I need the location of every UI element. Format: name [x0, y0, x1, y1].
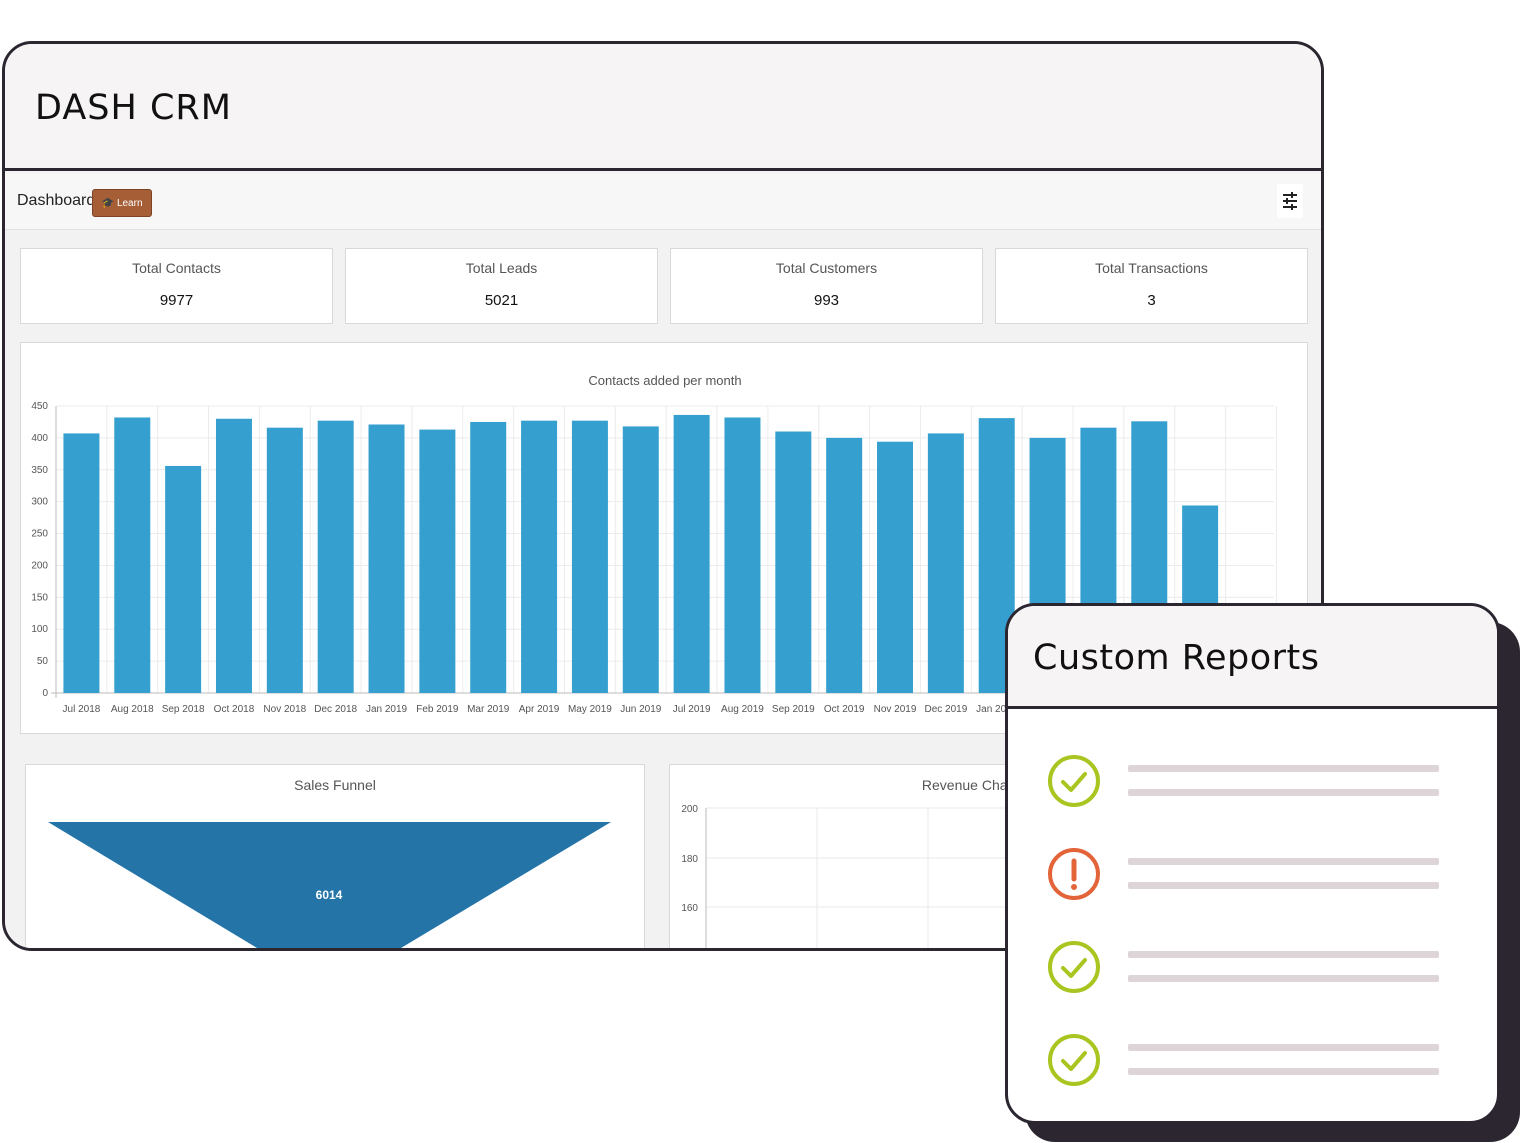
funnel-title: Sales Funnel — [294, 777, 376, 793]
report-item — [1046, 1032, 1466, 1092]
bar — [419, 429, 456, 693]
report-line — [1128, 789, 1439, 796]
bar — [724, 417, 761, 693]
report-line — [1128, 951, 1439, 958]
y-tick-label: 400 — [31, 433, 48, 444]
x-tick-label: Oct 2018 — [214, 704, 255, 715]
x-tick-label: Aug 2019 — [721, 704, 764, 715]
reports-header: Custom Reports — [1008, 606, 1497, 709]
stat-value: 9977 — [159, 292, 194, 309]
x-tick-label: Nov 2019 — [874, 704, 917, 715]
report-line — [1128, 1044, 1439, 1051]
settings-button[interactable] — [1277, 184, 1303, 218]
stat-card-customers: Total Customers 993 — [670, 248, 983, 324]
stat-card-contacts: Total Contacts 9977 — [20, 248, 333, 324]
x-tick-label: Jan 2020 — [976, 704, 1018, 715]
stat-label: Total Transactions — [1095, 260, 1208, 276]
sliders-icon — [1283, 192, 1297, 210]
check-circle-icon — [1048, 1034, 1100, 1086]
check-circle-icon — [1048, 941, 1100, 993]
x-tick-label: Apr 2019 — [519, 704, 560, 715]
bar — [215, 418, 252, 693]
y-tick-label: 200 — [31, 560, 48, 571]
y-tick-label: 300 — [31, 497, 48, 508]
x-tick-label: Aug 2018 — [111, 704, 154, 715]
x-tick-label: Feb 2019 — [416, 704, 459, 715]
stat-value: 3 — [1147, 292, 1156, 309]
bar — [571, 420, 608, 693]
window-titlebar: DASH CRM — [5, 44, 1321, 171]
report-line — [1128, 765, 1439, 772]
bar — [470, 421, 507, 693]
x-tick-label: Oct 2019 — [824, 704, 865, 715]
funnel-stage — [48, 822, 611, 948]
stat-label: Total Customers — [775, 260, 878, 276]
report-item — [1046, 753, 1466, 813]
y-tick-label: 450 — [31, 401, 48, 412]
chart-title: Contacts added per month — [588, 373, 742, 388]
x-tick-label: Nov 2018 — [263, 704, 306, 715]
y-tick-label: 0 — [42, 688, 48, 699]
revenue-y-tick: 160 — [681, 903, 698, 914]
report-item — [1046, 939, 1466, 999]
y-tick-label: 50 — [37, 656, 49, 667]
bar — [673, 414, 710, 693]
x-tick-label: Sep 2018 — [162, 704, 205, 715]
bar — [826, 437, 863, 693]
report-line — [1128, 1068, 1439, 1075]
reports-title: Custom Reports — [1033, 638, 1320, 678]
bar — [165, 465, 202, 693]
x-tick-label: Jan 2019 — [366, 704, 408, 715]
x-tick-label: May 2019 — [568, 704, 612, 715]
y-tick-label: 100 — [31, 624, 48, 635]
stat-label: Total Contacts — [132, 260, 221, 276]
graduation-cap-icon: 🎓 — [101, 197, 114, 209]
stat-value: 5021 — [484, 292, 519, 309]
funnel-value: 6014 — [316, 888, 343, 902]
report-item — [1046, 846, 1466, 906]
learn-button[interactable]: 🎓 Learn — [92, 189, 152, 217]
x-tick-label: Jul 2019 — [673, 704, 711, 715]
stat-label: Total Leads — [465, 260, 538, 276]
revenue-y-tick: 180 — [681, 854, 698, 865]
bar — [622, 426, 659, 693]
bar — [114, 417, 151, 693]
funnel-chart: 6014 — [48, 822, 611, 948]
check-circle-icon — [1048, 755, 1100, 807]
x-tick-label: Dec 2018 — [314, 704, 357, 715]
window-title: DASH CRM — [35, 88, 232, 128]
learn-button-label: Learn — [116, 197, 143, 209]
bar — [877, 441, 914, 693]
y-tick-label: 350 — [31, 465, 48, 476]
bar — [317, 420, 354, 693]
dashboard-header: Dashboard 🎓 Learn — [5, 174, 1321, 230]
report-line — [1128, 882, 1439, 889]
bar — [927, 433, 964, 693]
stat-card-transactions: Total Transactions 3 — [995, 248, 1308, 324]
bar — [521, 420, 558, 693]
x-tick-label: Dec 2019 — [924, 704, 967, 715]
x-tick-label: Sep 2019 — [772, 704, 815, 715]
page-title: Dashboard — [17, 192, 96, 209]
report-line — [1128, 858, 1439, 865]
bar — [63, 433, 100, 693]
y-tick-label: 150 — [31, 592, 48, 603]
exclamation-circle-icon — [1048, 848, 1100, 900]
x-tick-label: Jul 2018 — [63, 704, 101, 715]
y-tick-label: 250 — [31, 529, 48, 540]
stat-value: 993 — [813, 292, 840, 309]
bar — [266, 427, 303, 693]
sales-funnel-card: Sales Funnel 6014 — [25, 764, 645, 948]
revenue-y-tick: 200 — [681, 804, 698, 815]
revenue-title: Revenue Chart — [921, 777, 1017, 793]
x-tick-label: Jun 2019 — [620, 704, 662, 715]
report-line — [1128, 975, 1439, 982]
bar — [775, 431, 812, 693]
stat-card-leads: Total Leads 5021 — [345, 248, 658, 324]
custom-reports-card: Custom Reports — [1005, 603, 1500, 1124]
bar — [368, 424, 405, 693]
x-tick-label: Mar 2019 — [467, 704, 510, 715]
